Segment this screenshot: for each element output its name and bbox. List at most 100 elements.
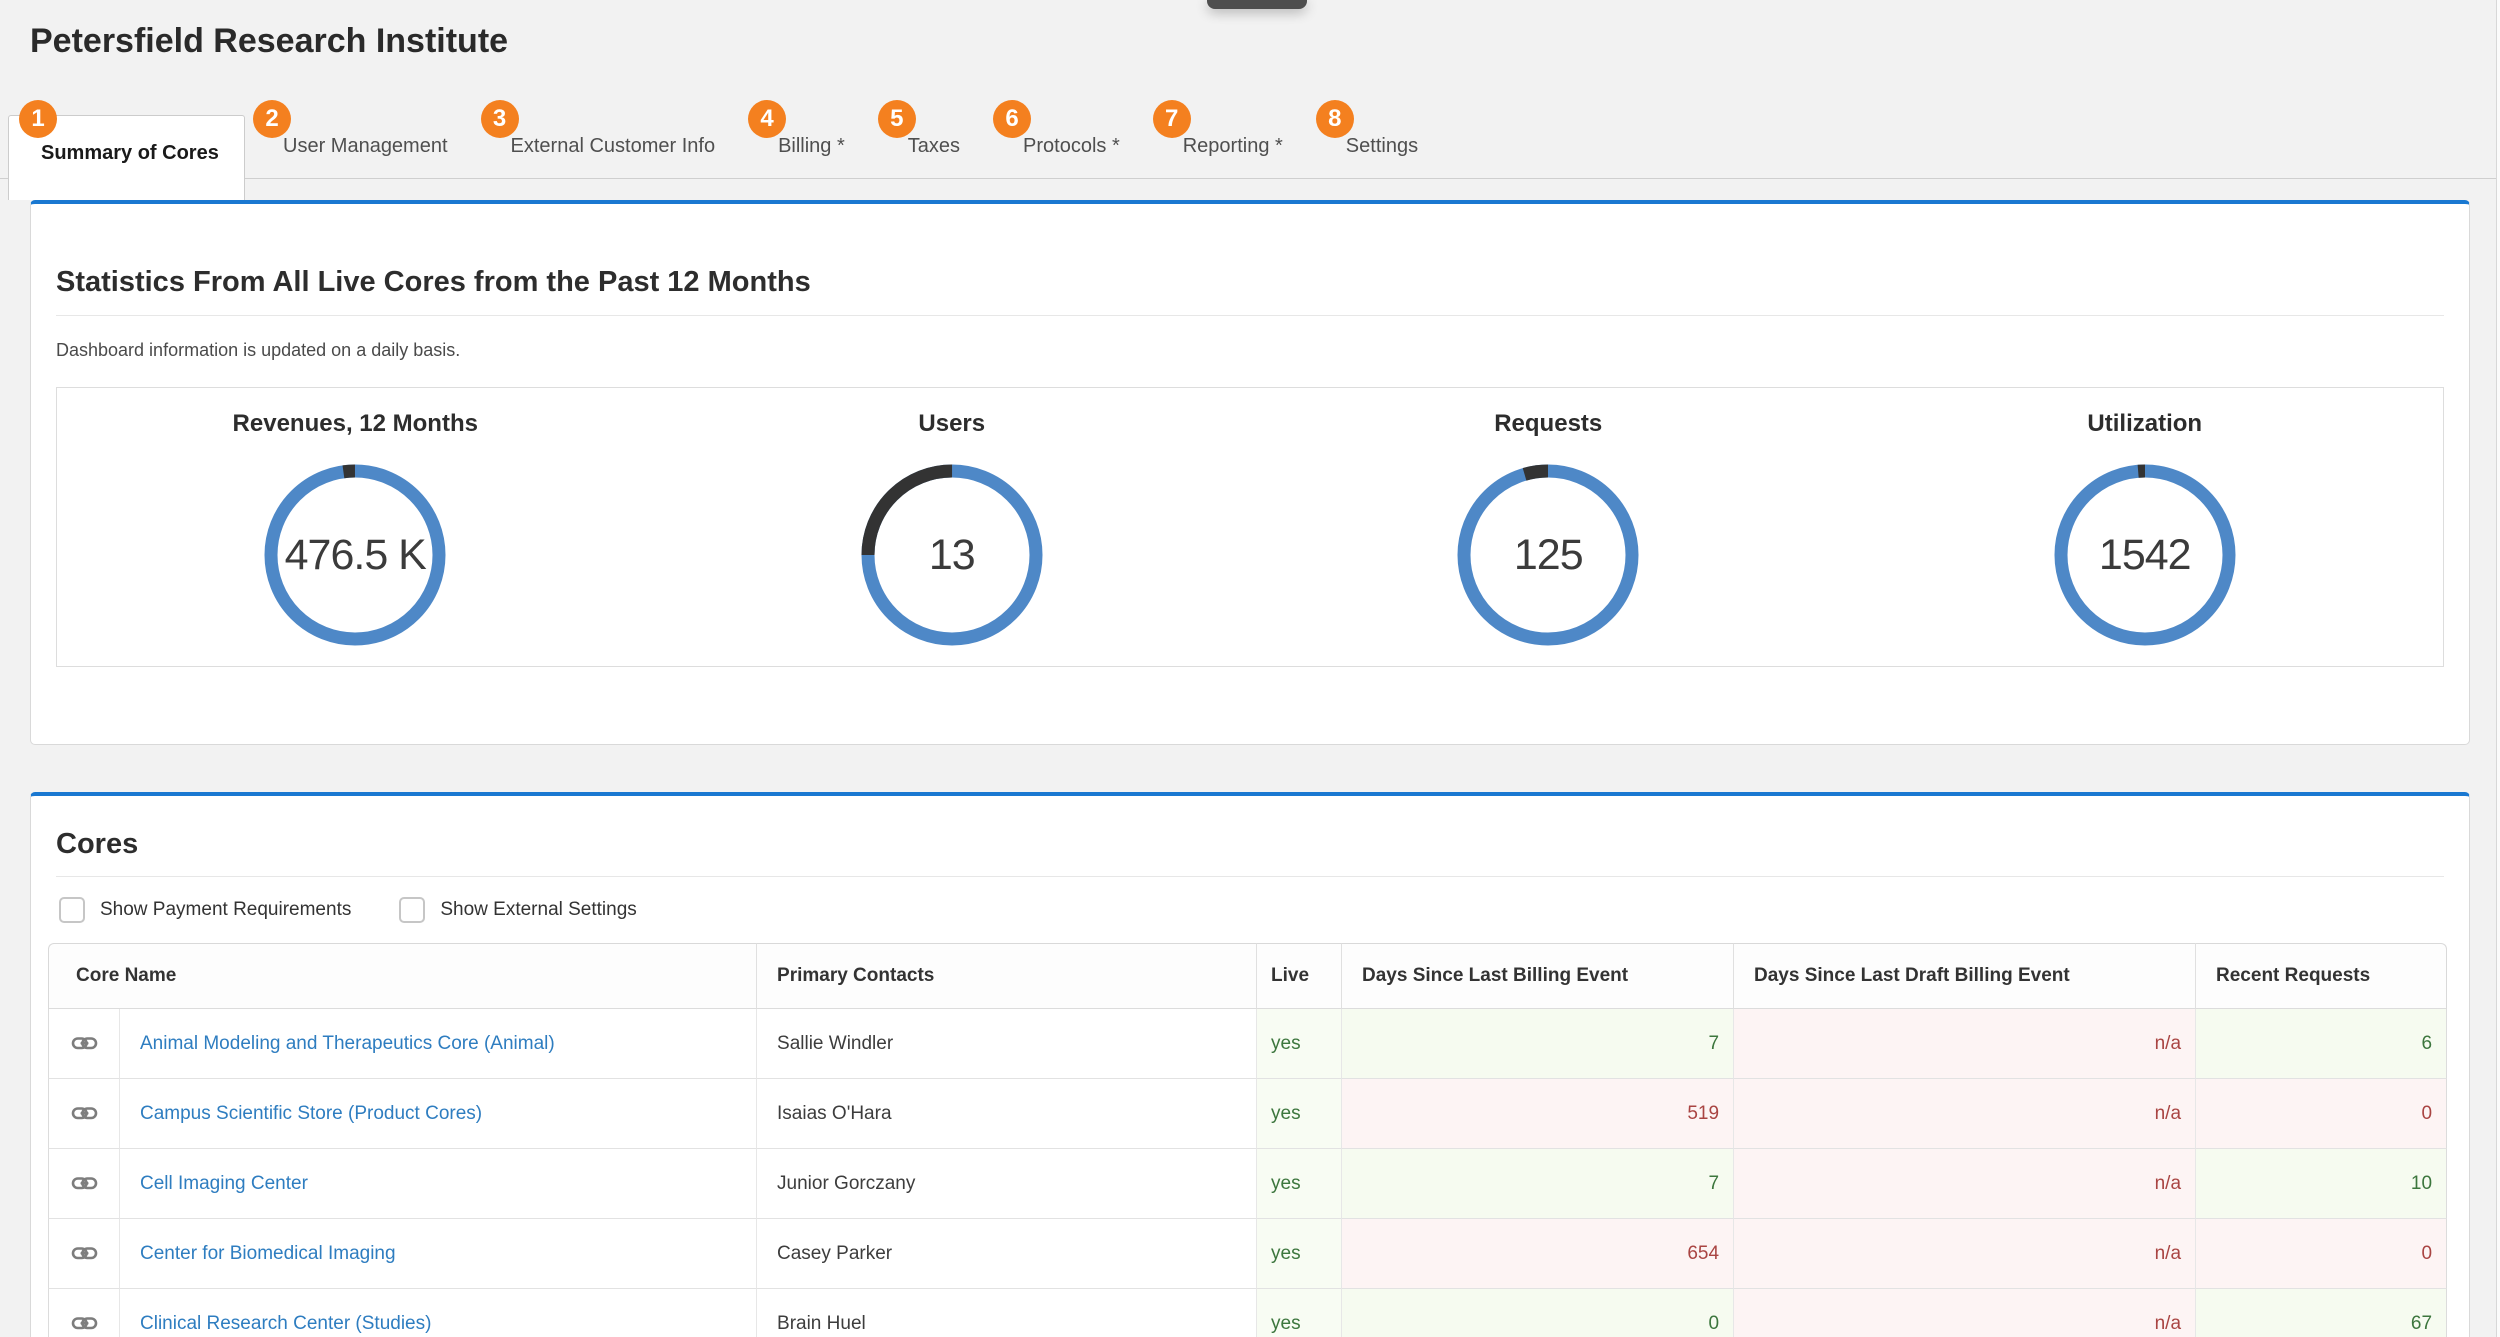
gauge-title: Requests: [1494, 410, 1602, 438]
tab-label: Taxes: [908, 135, 960, 157]
page-scrollbar[interactable]: [2496, 0, 2500, 1337]
gauge-value: 13: [857, 460, 1047, 650]
column-header-days-since-last-billing: Days Since Last Billing Event: [1341, 943, 1733, 1009]
live-cell: yes: [1256, 1149, 1341, 1219]
column-header-core-name: Core Name: [48, 943, 756, 1009]
gauge-requests: Requests 125: [1250, 388, 1847, 666]
checkbox-label: Show Payment Requirements: [100, 899, 351, 921]
column-header-primary-contacts: Primary Contacts: [756, 943, 1256, 1009]
column-header-live: Live: [1256, 943, 1341, 1009]
tab-external-customer-info[interactable]: 3 External Customer Info: [511, 135, 716, 158]
core-name-cell: Animal Modeling and Therapeutics Core (A…: [119, 1009, 756, 1079]
table-row: Campus Scientific Store (Product Cores) …: [48, 1079, 2447, 1149]
show-payment-requirements-checkbox[interactable]: Show Payment Requirements: [59, 897, 351, 923]
cores-table: Core Name Primary Contacts Live Days Sin…: [48, 943, 2447, 1337]
days-since-last-draft-billing-cell: n/a: [1733, 1079, 2195, 1149]
table-header-row: Core Name Primary Contacts Live Days Sin…: [48, 943, 2447, 1009]
statistics-panel-title: Statistics From All Live Cores from the …: [56, 266, 2444, 316]
checkbox-icon[interactable]: [399, 897, 425, 923]
primary-contact-cell: Junior Gorczany: [756, 1149, 1256, 1219]
tab-number-badge: 1: [19, 100, 57, 138]
table-row: Clinical Research Center (Studies) Brain…: [48, 1289, 2447, 1337]
core-name-cell: Center for Biomedical Imaging: [119, 1219, 756, 1289]
core-name-cell: Cell Imaging Center: [119, 1149, 756, 1219]
show-external-settings-checkbox[interactable]: Show External Settings: [399, 897, 636, 923]
chain-link-icon[interactable]: [71, 1033, 98, 1054]
tab-protocols[interactable]: 6 Protocols *: [1023, 135, 1120, 158]
tab-label: Billing *: [778, 135, 845, 157]
core-name-link[interactable]: Cell Imaging Center: [140, 1173, 308, 1194]
days-since-last-billing-cell: 519: [1341, 1079, 1733, 1149]
core-link-cell[interactable]: [48, 1219, 119, 1289]
gauge-utilization: Utilization 1542: [1847, 388, 2444, 666]
cores-panel: Cores Show Payment Requirements Show Ext…: [30, 792, 2470, 1337]
table-filters: Show Payment Requirements Show External …: [59, 897, 2444, 923]
recent-requests-cell: 0: [2195, 1079, 2447, 1149]
tab-settings[interactable]: 8 Settings: [1346, 135, 1418, 158]
live-cell: yes: [1256, 1009, 1341, 1079]
chain-link-icon[interactable]: [71, 1173, 98, 1194]
core-name-link[interactable]: Animal Modeling and Therapeutics Core (A…: [140, 1033, 555, 1054]
recent-requests-cell: 10: [2195, 1149, 2447, 1219]
gauge-users: Users 13: [654, 388, 1251, 666]
column-header-recent-requests: Recent Requests: [2195, 943, 2447, 1009]
primary-contact-cell: Sallie Windler: [756, 1009, 1256, 1079]
gauge-value: 476.5 K: [260, 460, 450, 650]
primary-contact-cell: Brain Huel: [756, 1289, 1256, 1337]
dashboard-page: Petersfield Research Institute 1 Summary…: [0, 0, 2500, 1337]
tab-taxes[interactable]: 5 Taxes: [908, 135, 960, 158]
table-row: Center for Biomedical Imaging Casey Park…: [48, 1219, 2447, 1289]
table-row: Cell Imaging Center Junior Gorczany yes …: [48, 1149, 2447, 1219]
live-cell: yes: [1256, 1219, 1341, 1289]
tab-label: Settings: [1346, 135, 1418, 157]
primary-contact-cell: Isaias O'Hara: [756, 1079, 1256, 1149]
statistics-panel: Statistics From All Live Cores from the …: [30, 200, 2470, 745]
gauge-revenues: Revenues, 12 Months 476.5 K: [57, 388, 654, 666]
recent-requests-cell: 0: [2195, 1219, 2447, 1289]
gauge-title: Utilization: [2087, 410, 2202, 438]
tab-user-management[interactable]: 2 User Management: [283, 135, 448, 158]
core-name-cell: Campus Scientific Store (Product Cores): [119, 1079, 756, 1149]
tab-label: Protocols *: [1023, 135, 1120, 157]
core-name-link[interactable]: Campus Scientific Store (Product Cores): [140, 1103, 482, 1124]
chain-link-icon[interactable]: [71, 1243, 98, 1264]
cores-table-body: Animal Modeling and Therapeutics Core (A…: [48, 1009, 2447, 1337]
core-name-link[interactable]: Clinical Research Center (Studies): [140, 1313, 431, 1334]
core-link-cell[interactable]: [48, 1009, 119, 1079]
core-name-link[interactable]: Center for Biomedical Imaging: [140, 1243, 396, 1264]
primary-contact-cell: Casey Parker: [756, 1219, 1256, 1289]
days-since-last-billing-cell: 654: [1341, 1219, 1733, 1289]
gauge-title: Revenues, 12 Months: [233, 410, 478, 438]
tab-label: Summary of Cores: [41, 142, 219, 164]
gauge-box: Revenues, 12 Months 476.5 K Users: [56, 387, 2444, 667]
core-link-cell[interactable]: [48, 1149, 119, 1219]
browser-notch: [1207, 0, 1307, 9]
tab-number-badge: 6: [993, 100, 1031, 138]
gauge-value: 1542: [2050, 460, 2240, 650]
chain-link-icon[interactable]: [71, 1313, 98, 1334]
days-since-last-draft-billing-cell: n/a: [1733, 1149, 2195, 1219]
chain-link-icon[interactable]: [71, 1103, 98, 1124]
recent-requests-cell: 67: [2195, 1289, 2447, 1337]
checkbox-icon[interactable]: [59, 897, 85, 923]
tab-billing[interactable]: 4 Billing *: [778, 135, 845, 158]
column-header-days-since-last-draft-billing: Days Since Last Draft Billing Event: [1733, 943, 2195, 1009]
live-cell: yes: [1256, 1079, 1341, 1149]
days-since-last-draft-billing-cell: n/a: [1733, 1009, 2195, 1079]
tab-number-badge: 7: [1153, 100, 1191, 138]
core-link-cell[interactable]: [48, 1289, 119, 1337]
days-since-last-billing-cell: 0: [1341, 1289, 1733, 1337]
tab-number-badge: 3: [481, 100, 519, 138]
checkbox-label: Show External Settings: [440, 899, 636, 921]
tab-reporting[interactable]: 7 Reporting *: [1183, 135, 1283, 158]
tab-label: External Customer Info: [511, 135, 716, 157]
statistics-panel-subtitle: Dashboard information is updated on a da…: [56, 340, 2444, 361]
core-link-cell[interactable]: [48, 1079, 119, 1149]
tab-bar: 1 Summary of Cores 2 User Management 3 E…: [0, 115, 2496, 179]
page-title: Petersfield Research Institute: [30, 22, 508, 61]
tab-label: Reporting *: [1183, 135, 1283, 157]
live-cell: yes: [1256, 1289, 1341, 1337]
tab-summary-of-cores[interactable]: 1 Summary of Cores: [8, 115, 245, 200]
cores-panel-title: Cores: [56, 828, 2444, 877]
tab-number-badge: 2: [253, 100, 291, 138]
